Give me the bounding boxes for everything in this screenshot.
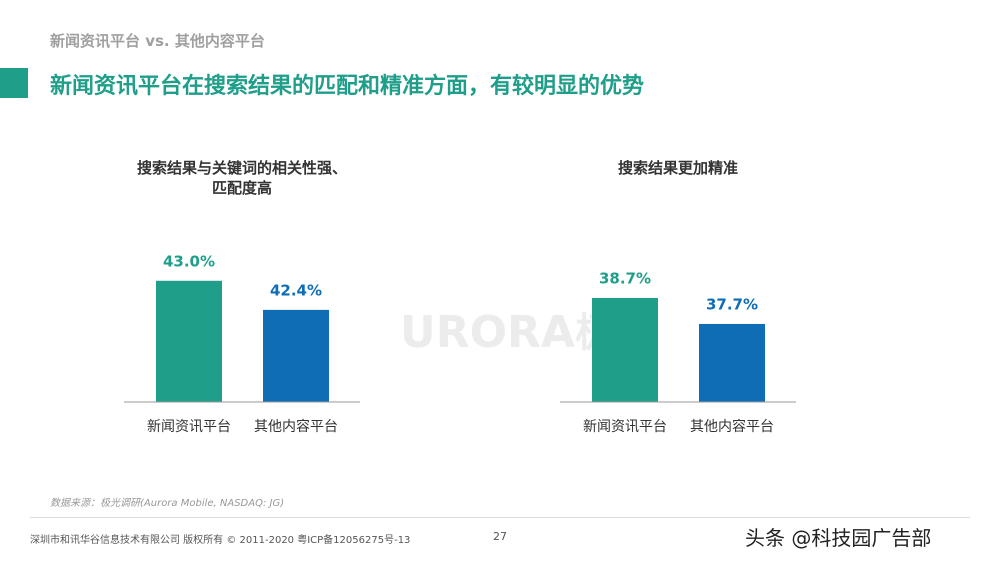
subtitle: 新闻资讯平台 vs. 其他内容平台: [50, 32, 265, 50]
x-tick-label: 其他内容平台: [254, 418, 338, 435]
x-tick-label: 新闻资讯平台: [583, 419, 667, 435]
bar: [699, 323, 765, 402]
bar: [156, 280, 222, 402]
page-number: 27: [493, 530, 507, 543]
copyright: 深圳市和讯华谷信息技术有限公司 版权所有 © 2011-2020 粤ICP备12…: [30, 535, 411, 546]
bar: [263, 309, 329, 402]
footer-rule: [30, 517, 970, 518]
watermark-logo: URORA: [400, 307, 575, 358]
chart-title: 搜索结果与关键词的相关性强、匹配度高: [136, 159, 347, 197]
bar: [592, 297, 658, 402]
slide-title: 新闻资讯平台在搜索结果的匹配和精准方面，有较明显的优势: [50, 74, 645, 99]
value-label: 42.4%: [270, 281, 322, 299]
accent-bar: [0, 68, 28, 98]
value-label: 38.7%: [599, 269, 651, 287]
source: 数据来源：极光调研(Aurora Mobile, NASDAQ: JG): [50, 498, 285, 509]
x-tick-label: 新闻资讯平台: [147, 419, 231, 435]
x-tick-label: 其他内容平台: [690, 418, 774, 435]
credit: 头条 @科技园广告部: [745, 526, 932, 550]
value-label: 37.7%: [706, 295, 758, 313]
chart-title: 搜索结果更加精准: [617, 159, 738, 177]
value-label: 43.0%: [163, 252, 215, 270]
